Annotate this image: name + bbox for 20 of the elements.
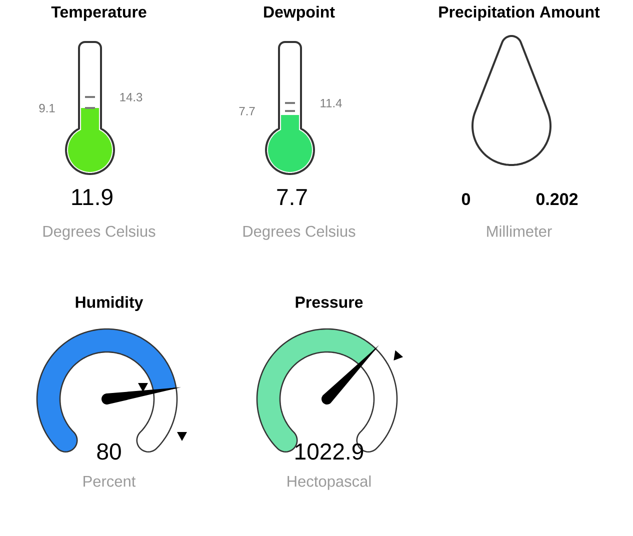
text: Degrees Celsius xyxy=(43,225,156,240)
text: Temperature xyxy=(51,6,146,21)
data-label: 1022.9 xyxy=(296,443,364,460)
data-label: 7.7 xyxy=(277,189,307,205)
text: Precipitation Amount xyxy=(439,6,600,21)
text: 11.4 xyxy=(320,99,342,108)
text: Dewpoint xyxy=(264,6,335,21)
data-label: 11.9 xyxy=(72,188,112,206)
text: Degrees Celsius xyxy=(243,225,356,240)
data-label: 0 xyxy=(462,193,470,206)
text: 7.7 xyxy=(239,107,255,116)
data-label: 80 xyxy=(97,443,121,460)
data-label: 0.202 xyxy=(536,193,578,206)
text: Millimeter xyxy=(487,225,552,237)
text: Pressure xyxy=(296,296,363,308)
text: Humidity xyxy=(76,296,144,312)
text: Percent xyxy=(84,476,136,487)
text: Hectopascal xyxy=(288,475,371,490)
text: 9.1 xyxy=(39,104,55,112)
text: 14.3 xyxy=(120,92,142,102)
